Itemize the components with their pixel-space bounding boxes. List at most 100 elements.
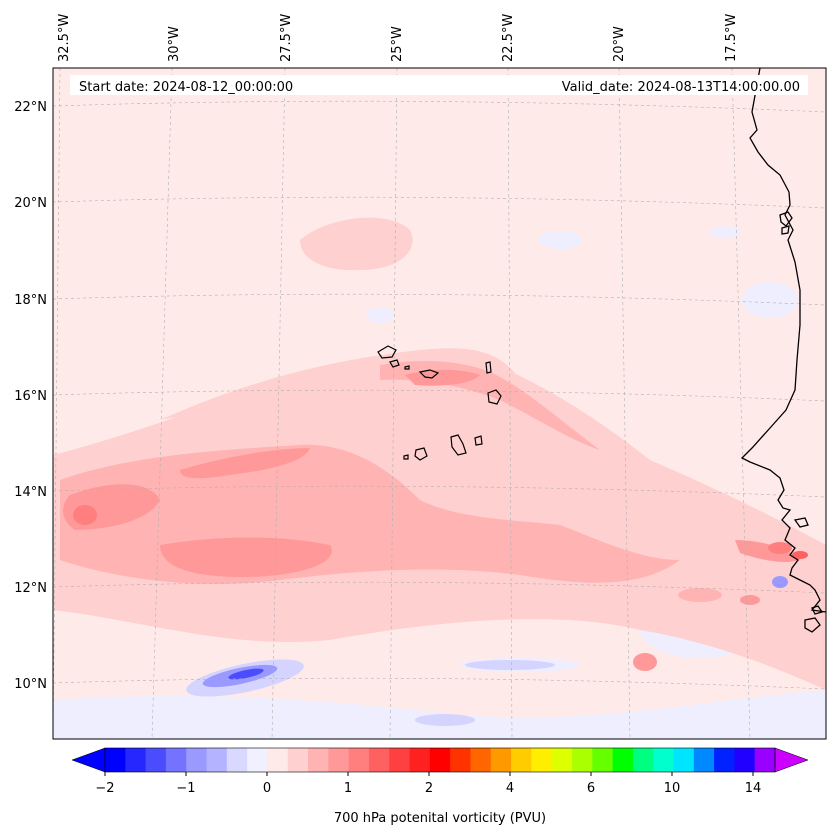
colorbar-cell [450, 748, 471, 772]
colorbar: −2 −1 0 1 2 4 6 10 14 700 hPa potenital … [71, 747, 809, 826]
lon-label: 25°W [390, 26, 405, 62]
parallel-16N [53, 389, 826, 402]
lat-label: 18°N [14, 293, 47, 308]
coastline-bit-4 [811, 605, 824, 615]
cbar-tick-label: −2 [95, 781, 114, 796]
blue-patch-north2 [366, 307, 394, 323]
lon-label: 27.5°W [279, 14, 294, 62]
island-boa-vista [487, 389, 502, 405]
colorbar-cell [247, 748, 268, 772]
coastline-bit-3 [804, 617, 821, 633]
colorbar-cell [612, 748, 634, 772]
lon-label: 20°W [612, 26, 627, 62]
pv-spot-se [633, 653, 657, 671]
lat-label: 12°N [14, 581, 47, 596]
parallel-22N [53, 100, 826, 113]
colorbar-cell [632, 748, 654, 772]
colorbar-cell [592, 748, 614, 772]
cape-verde-islands [377, 345, 502, 461]
lat-label: 22°N [14, 100, 47, 115]
colorbar-cell [308, 748, 329, 772]
meridian-27.5W [271, 68, 286, 739]
cbar-tick-label: 1 [344, 781, 352, 796]
colorbar-cell [409, 748, 431, 772]
pv-spot-se3 [740, 595, 760, 605]
colorbar-cell [226, 748, 248, 772]
colorbar-under-arrow [71, 747, 106, 773]
colorbar-cell [734, 748, 756, 772]
island-brava [403, 454, 409, 460]
blue-patch-b1 [465, 660, 555, 670]
cbar-tick-label: −1 [176, 781, 195, 796]
map-panel [53, 68, 826, 739]
cbar-tick-label: 14 [745, 781, 762, 796]
colorbar-cell [186, 748, 208, 772]
cbar-tick-label: 6 [587, 781, 595, 796]
colorbar-cell [206, 748, 228, 772]
colorbar-cell [368, 748, 390, 772]
colorbar-cells [105, 748, 776, 772]
island-santo-antao [377, 345, 397, 359]
blue-patch-north [538, 231, 582, 249]
negative-pv-vortex [186, 576, 788, 697]
island-maio [474, 435, 483, 446]
colorbar-cell [145, 748, 167, 772]
colorbar-cell [429, 748, 451, 772]
cbar-tick-label: 0 [263, 781, 271, 796]
blue-patch-b2 [415, 714, 475, 726]
pv-max-capeverde [405, 369, 480, 386]
island-santa-luzia [404, 365, 410, 370]
colorbar-cell [348, 748, 370, 772]
lat-label: 20°N [14, 196, 47, 211]
colorbar-cell [571, 748, 593, 772]
island-sao-nicolau [418, 369, 440, 379]
vortex-core-east [772, 576, 788, 588]
meridian-30W [151, 68, 173, 739]
valid-date-text: Valid_date: 2024-08-13T14:00:00.00 [562, 80, 800, 95]
island-sao-vicente [389, 359, 400, 368]
vortex-core [228, 668, 264, 680]
pv-max-coast [735, 540, 800, 563]
meridian-22.5W [507, 68, 513, 739]
colorbar-cell [754, 748, 776, 772]
colorbar-cell [125, 748, 147, 772]
parallel-20N [53, 196, 826, 209]
parallel-10N [53, 677, 826, 690]
lat-label: 14°N [14, 485, 47, 500]
cbar-tick-label: 10 [664, 781, 681, 796]
blue-patch-ne [742, 282, 798, 318]
colorbar-cell [389, 748, 411, 772]
longitude-labels: 32.5°W 30°W 27.5°W 25°W 22.5°W 20°W 17.5… [57, 14, 739, 62]
colorbar-cell [531, 748, 553, 772]
pv-spot-e [792, 551, 808, 559]
pv-arc-inner [380, 360, 600, 450]
cbar-tick-label: 4 [506, 781, 514, 796]
coastline-bit-1 [779, 211, 793, 227]
lon-label: 32.5°W [57, 14, 72, 62]
island-sal [485, 361, 492, 374]
colorbar-label: 700 hPa potenital vorticity (PVU) [334, 811, 546, 826]
island-santiago [450, 434, 467, 456]
lon-label: 17.5°W [724, 14, 739, 62]
lat-label: 10°N [14, 677, 47, 692]
colorbar-cell [287, 748, 309, 772]
blue-patch-e [710, 226, 740, 238]
meridian-32.5W [53, 68, 61, 739]
colorbar-cell [470, 748, 492, 772]
pv-spot-se2 [678, 588, 722, 602]
colorbar-cell [693, 748, 715, 772]
colorbar-cell [511, 748, 532, 772]
colorbar-ticks: −2 −1 0 1 2 4 6 10 14 [95, 772, 761, 796]
graticule [53, 68, 826, 739]
header-box [70, 75, 808, 95]
meridian-17.5W [731, 68, 751, 739]
parallel-12N [53, 581, 826, 594]
colorbar-cell [490, 748, 512, 772]
colorbar-cell [267, 748, 289, 772]
pv-max-center [160, 537, 332, 578]
colorbar-cell [105, 748, 126, 772]
meridian-25W [389, 68, 398, 739]
meridian-20W [618, 68, 631, 739]
colorbar-cell [714, 748, 735, 772]
